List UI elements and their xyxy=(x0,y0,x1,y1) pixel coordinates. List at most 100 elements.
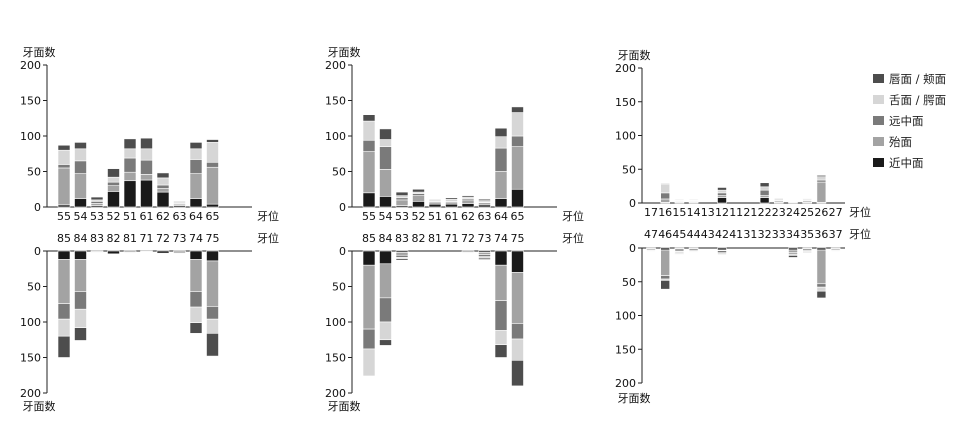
bar-segment xyxy=(189,250,203,260)
x-tick-label: 55 xyxy=(362,210,376,223)
x-tick-label: 82 xyxy=(412,232,426,245)
bar-segment xyxy=(156,191,170,208)
bar-segment xyxy=(395,199,409,206)
bar-segment xyxy=(494,300,508,331)
bar-segment xyxy=(57,149,71,165)
bar-segment xyxy=(379,169,392,197)
x-tick-label: 33 xyxy=(772,228,786,241)
x-tick-label: 53 xyxy=(90,210,104,223)
x-axis-label: 牙位 xyxy=(849,205,871,219)
legend-item: 唇面 / 颊面 xyxy=(873,68,968,89)
bar-segment xyxy=(660,198,671,203)
bar-segment xyxy=(362,114,376,122)
bar-segment xyxy=(123,171,137,182)
x-tick-label: 85 xyxy=(57,232,71,245)
bar-segment xyxy=(511,146,524,190)
bar-segment xyxy=(511,250,524,273)
bar-segment xyxy=(206,139,219,143)
bar-segment xyxy=(494,344,508,358)
y-tick-label: 100 xyxy=(325,130,346,143)
bar-segment xyxy=(156,188,170,193)
bar-segment xyxy=(362,120,376,141)
bar-segment xyxy=(660,192,671,200)
x-tick-label: 47 xyxy=(644,228,658,241)
x-tick-label: 14 xyxy=(687,206,701,219)
bar-segment xyxy=(173,201,186,203)
bar-segment xyxy=(511,323,524,340)
y-tick-label: 200 xyxy=(325,387,346,400)
bar-segment xyxy=(478,202,491,206)
bar-segment xyxy=(494,127,508,138)
bar-segment xyxy=(90,251,104,253)
bar-segment xyxy=(189,142,203,150)
y-axis-label: 牙面数 xyxy=(618,49,651,62)
y-tick-label: 100 xyxy=(20,130,41,143)
x-tick-label: 36 xyxy=(814,228,828,241)
bar-segment xyxy=(816,286,827,292)
x-tick-label: 17 xyxy=(644,206,658,219)
x-tick-label: 71 xyxy=(140,232,154,245)
legend-swatch xyxy=(873,158,884,167)
bar-segment xyxy=(674,199,685,201)
bar-segment xyxy=(788,249,798,254)
x-tick-label: 72 xyxy=(461,232,475,245)
bar-segment xyxy=(660,249,671,276)
bar-segment xyxy=(57,318,71,337)
bar-segment xyxy=(494,171,508,199)
y-tick-label: 150 xyxy=(325,95,346,108)
bar-segment xyxy=(90,196,104,201)
y-tick-label: 100 xyxy=(615,130,636,143)
bar-segment xyxy=(412,193,425,196)
bar-segment xyxy=(759,195,770,198)
bar-segment xyxy=(802,251,813,254)
y-tick-label: 0 xyxy=(629,197,636,210)
x-tick-label: 25 xyxy=(800,206,814,219)
bar-segment xyxy=(74,160,87,174)
bar-segment xyxy=(816,179,827,183)
x-tick-label: 61 xyxy=(140,210,154,223)
x-tick-label: 72 xyxy=(156,232,170,245)
x-tick-label: 81 xyxy=(428,232,442,245)
bar-segment xyxy=(461,199,475,204)
y-tick-label: 150 xyxy=(325,352,346,365)
bar-segment xyxy=(156,250,170,254)
x-tick-label: 26 xyxy=(814,206,828,219)
bar-segment xyxy=(478,257,491,260)
x-tick-label: 74 xyxy=(189,232,203,245)
bar-segment xyxy=(90,201,104,204)
x-tick-label: 75 xyxy=(206,232,220,245)
bar-segment xyxy=(461,203,475,208)
x-tick-label: 74 xyxy=(494,232,508,245)
x-tick-label: 12 xyxy=(715,206,729,219)
bar-segment xyxy=(57,167,71,206)
bar-segment xyxy=(412,188,425,193)
x-tick-label: 45 xyxy=(672,228,686,241)
bar-segment xyxy=(189,148,203,160)
x-axis-label: 牙位 xyxy=(257,231,279,245)
bar-segment xyxy=(445,201,458,205)
bar-segment xyxy=(660,247,671,251)
bar-segment xyxy=(140,137,153,150)
x-tick-label: 75 xyxy=(511,232,525,245)
bar-segment xyxy=(362,192,376,208)
x-tick-label: 63 xyxy=(478,210,492,223)
y-tick-label: 50 xyxy=(622,163,636,176)
y-tick-label: 50 xyxy=(332,166,346,179)
legend-item: 舌面 / 腭面 xyxy=(873,89,968,110)
x-axis-label: 牙位 xyxy=(849,227,871,241)
bar-segment xyxy=(660,275,671,280)
legend: 唇面 / 颊面 舌面 / 腭面 远中面 殆面 近中面 xyxy=(873,68,968,173)
bar-segment xyxy=(395,252,409,256)
y-tick-label: 150 xyxy=(20,95,41,108)
bar-segment xyxy=(379,321,392,341)
legend-swatch xyxy=(873,74,884,83)
bar-segment xyxy=(395,258,409,261)
bar-segment xyxy=(412,195,425,202)
bar-segment xyxy=(107,191,120,208)
x-tick-label: 44 xyxy=(687,228,701,241)
bar-segment xyxy=(189,291,203,308)
bar-segment xyxy=(830,250,841,252)
bar-segment xyxy=(362,348,376,377)
